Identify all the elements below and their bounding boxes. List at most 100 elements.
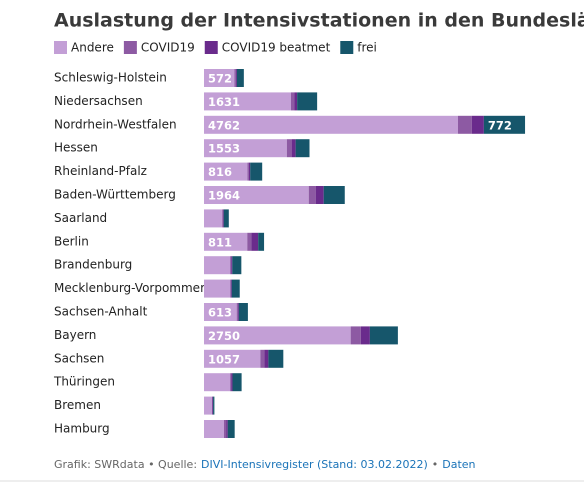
bar-segment <box>369 326 398 345</box>
bar-segment <box>250 162 263 181</box>
bar-segment <box>212 396 213 415</box>
bar-segment <box>258 232 265 251</box>
bar-segment <box>231 373 233 392</box>
bar-segment <box>204 349 261 368</box>
bar-segment <box>483 115 526 134</box>
legend-swatch <box>204 41 218 54</box>
data-link[interactable]: Daten <box>442 458 475 471</box>
value-label: 1631 <box>208 95 240 109</box>
bar-segment <box>232 373 242 392</box>
category-label: Berlin <box>54 234 89 248</box>
source-text: Grafik: SWRdata • Quelle: <box>54 458 197 471</box>
bar-segment <box>204 373 231 392</box>
bar-segment <box>204 232 248 251</box>
category-label: Hessen <box>54 141 98 155</box>
bar-segment <box>268 349 284 368</box>
bar-segment <box>204 162 248 181</box>
bar-segment <box>294 92 298 111</box>
bar-segment <box>231 279 240 298</box>
category-label: Saarland <box>54 211 107 225</box>
bar-segment <box>230 256 232 275</box>
bar-segment <box>248 162 251 181</box>
category-label: Thüringen <box>53 375 115 389</box>
category-label: Sachsen <box>54 351 104 365</box>
bar-segment <box>315 186 324 204</box>
bar-segment <box>251 232 259 251</box>
category-label: Brandenburg <box>54 258 132 272</box>
bar-segment <box>204 92 291 111</box>
legend-swatch <box>54 41 67 54</box>
bar-segment <box>230 279 232 298</box>
source-link[interactable]: DIVI-Intensivregister (Stand: 03.02.2022… <box>201 458 428 471</box>
bar-segment <box>222 209 224 228</box>
bar-segment <box>222 209 223 228</box>
bar-segment <box>231 256 233 275</box>
bar-segment <box>204 115 458 134</box>
bar-segment <box>291 139 296 158</box>
bar-segment <box>204 279 231 298</box>
chart-title: Auslastung der Intensivstationen in den … <box>54 10 584 32</box>
bar-segment <box>204 209 223 228</box>
bar-segment <box>204 303 237 321</box>
bar-segment <box>295 139 310 158</box>
separator: • <box>432 458 439 471</box>
value-label: 2750 <box>208 329 240 343</box>
value-label: 811 <box>208 235 232 249</box>
category-label: Nordrhein-Westfalen <box>54 117 177 131</box>
bar-segment <box>236 303 238 321</box>
value-label: 816 <box>208 165 232 179</box>
legend-swatch <box>123 41 137 54</box>
value-label: 1964 <box>208 189 240 203</box>
bar-segment <box>238 303 248 321</box>
bar-segment <box>360 326 370 345</box>
bar-segment <box>230 373 232 392</box>
bar-segment <box>204 256 231 275</box>
bar-segment <box>204 69 235 87</box>
bar-segment <box>458 115 472 134</box>
bar-segment <box>471 115 484 134</box>
bar-segment <box>224 420 227 438</box>
category-label: Schleswig-Holstein <box>54 71 167 85</box>
value-label: 572 <box>208 72 232 86</box>
bar-segment <box>323 186 345 204</box>
value-label: 772 <box>488 118 512 132</box>
bar-segment <box>297 92 318 111</box>
value-label: 4762 <box>208 118 240 132</box>
value-label: 613 <box>208 306 232 320</box>
category-label: Sachsen-Anhalt <box>54 305 148 319</box>
bar-segment <box>290 92 295 111</box>
bar-segment <box>204 420 225 438</box>
category-label: Mecklenburg-Vorpommern <box>54 281 212 295</box>
bar-segment <box>247 162 249 181</box>
bar-segment <box>213 396 215 415</box>
legend-label: Andere <box>71 41 114 55</box>
bar-segment <box>230 279 231 298</box>
value-label: 1553 <box>208 142 240 156</box>
bar-segment <box>236 69 244 87</box>
legend-swatch <box>340 41 354 54</box>
bar-segment <box>227 420 235 438</box>
legend-label: COVID19 <box>141 41 195 55</box>
category-label: Niedersachsen <box>54 94 143 108</box>
bar-segment <box>260 349 265 368</box>
bar-segment <box>204 139 287 158</box>
bar-segment <box>212 396 214 415</box>
bar-segment <box>232 256 242 275</box>
bar-segment <box>204 396 213 415</box>
category-label: Rheinland-Pfalz <box>54 164 147 178</box>
bar-segment <box>237 303 239 321</box>
bar-segment <box>226 420 228 438</box>
category-label: Hamburg <box>54 422 110 436</box>
category-label: Baden-Württemberg <box>54 188 176 202</box>
bar-segment <box>264 349 269 368</box>
legend-label: frei <box>357 41 377 55</box>
bar-segment <box>308 186 316 204</box>
bar-segment <box>235 69 237 87</box>
bar-segment <box>286 139 292 158</box>
bar-segment <box>247 232 252 251</box>
bar-segment <box>204 326 351 345</box>
bar-segment <box>204 186 309 204</box>
category-label: Bremen <box>54 398 101 412</box>
bar-segment <box>223 209 229 228</box>
